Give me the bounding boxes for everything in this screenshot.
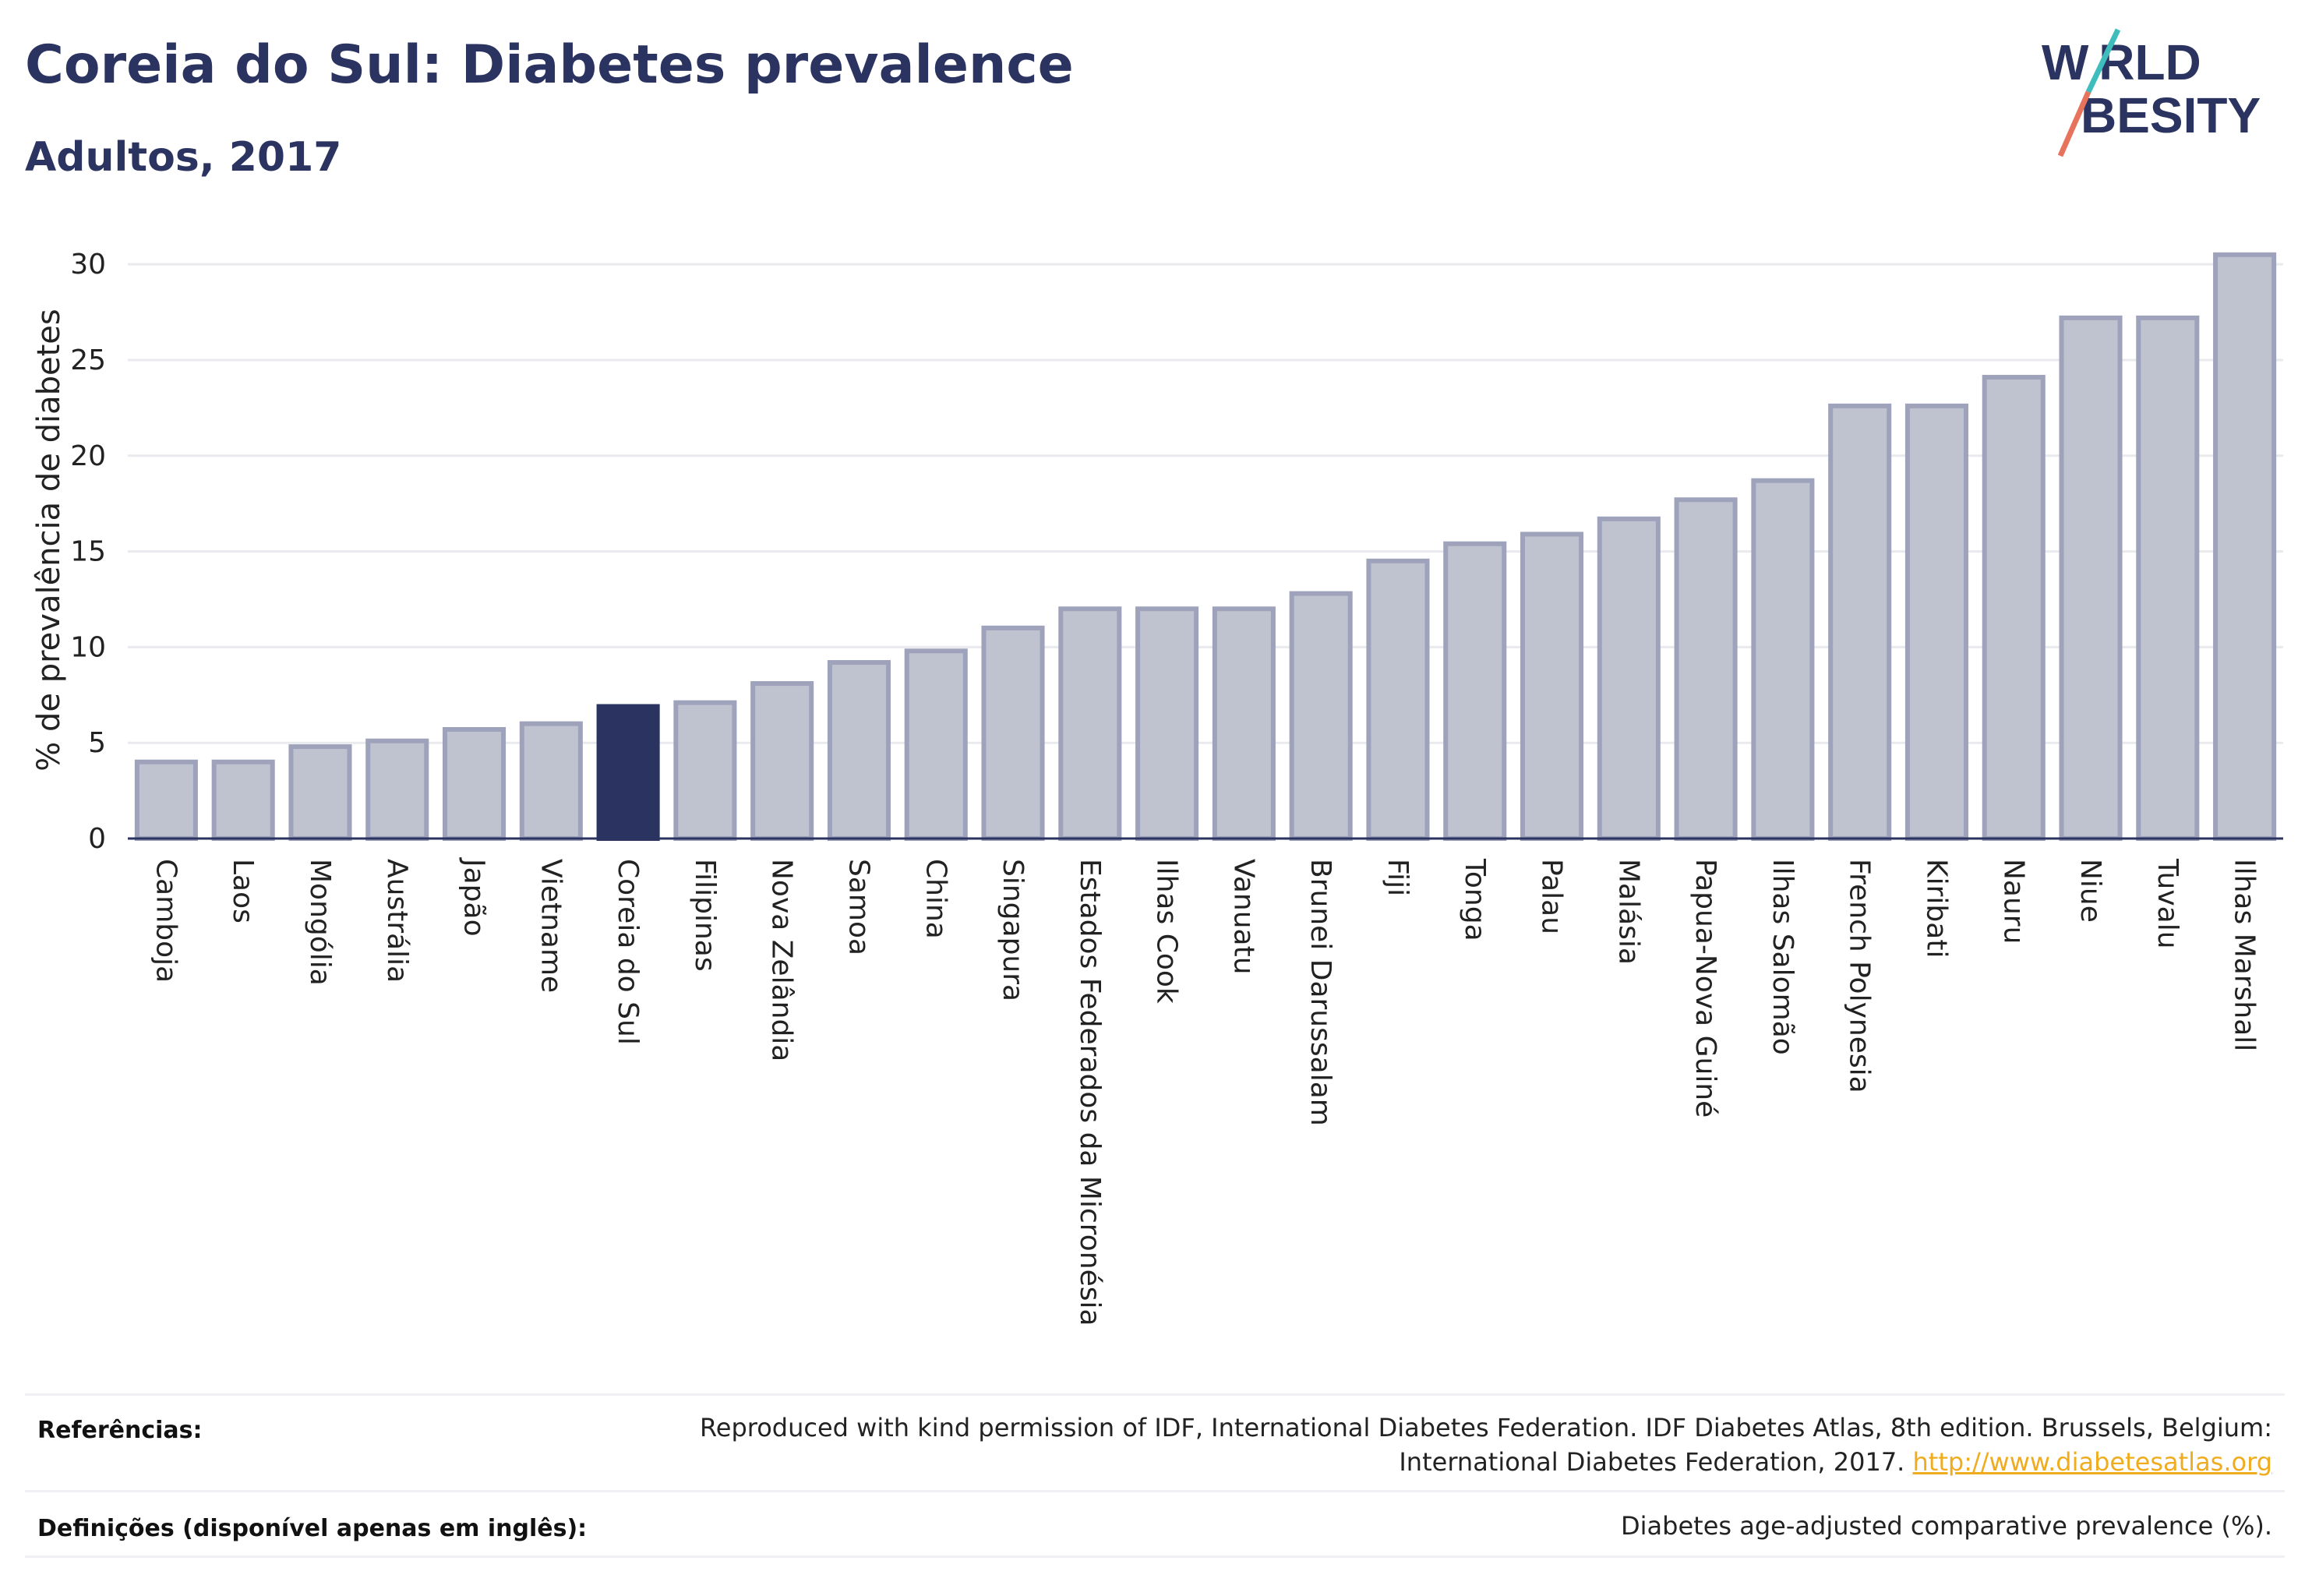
chart-title: Coreia do Sul: Diabetes prevalence [25,34,1074,96]
bar [2213,252,2277,841]
logo-slash-teal [2085,28,2121,94]
x-tick-label: Ilhas Cook [1151,859,1183,1004]
x-tick-label: Tonga [1459,858,1491,941]
x-tick-label: Ilhas Salomão [1767,859,1798,1055]
definitions-row: Definições (disponível apenas em inglês)… [25,1496,2285,1555]
bar [519,721,583,841]
x-tick-label: Nauru [1997,859,2029,944]
chart-subtitle: Adultos, 2017 [25,134,342,181]
bar [2136,315,2200,841]
x-tick-label: Coreia do Sul [612,859,644,1045]
x-tick-label: Singapura [997,859,1029,1001]
bar [365,738,429,842]
logo-slash-red [2057,90,2091,157]
references-line2: International Diabetes Federation, 2017. [1399,1447,1905,1477]
x-tick-label: Estados Federados da Micronésia [1074,859,1106,1326]
footer-divider-middle [25,1490,2285,1492]
x-tick-label: Niue [2074,859,2106,923]
y-tick-label: 20 [70,440,106,472]
x-tick-label: Vanuatu [1227,859,1259,975]
y-tick-label: 0 [88,823,106,855]
bar [1674,497,1738,842]
references-line1: Reproduced with kind permission of IDF, … [699,1413,2272,1442]
y-tick-label: 15 [70,536,106,568]
x-tick-label: Tuvalu [2151,858,2183,949]
bar [442,726,507,842]
x-tick-label: Laos [227,859,259,923]
y-tick-label: 30 [70,249,106,281]
x-tick-label: Brunei Darussalam [1304,859,1336,1126]
bar [1904,403,1969,841]
bar [134,759,198,841]
references-label: Referências: [37,1417,203,1444]
bar [981,625,1045,841]
x-tick-label: Papua-Nova Guiné [1689,859,1721,1118]
bar [1058,606,1122,841]
bar [288,744,352,841]
x-tick-label: Nova Zelândia [766,859,798,1061]
bar [827,660,891,842]
bar [1443,541,1507,841]
x-tick-label: Ilhas Marshall [2229,859,2261,1051]
x-tick-label: French Polynesia [1844,859,1876,1093]
x-tick-label: China [920,859,951,939]
logo-line2: BESITY [2081,87,2261,143]
x-tick-label: Samoa [842,859,874,955]
x-tick-label: Austrália [381,859,413,983]
footer-divider-bottom [25,1555,2285,1558]
x-tick-label: Fiji [1382,859,1414,896]
y-tick-label: 10 [70,631,106,663]
bar [1366,558,1430,841]
bar [1212,606,1276,841]
logo-line1: W RLD [2042,34,2201,90]
references-row: Referências: Reproduced with kind permis… [25,1403,2285,1490]
x-tick-label: Mongólia [304,859,336,986]
x-tick-label: Camboja [150,859,182,983]
x-tick-label: Palau [1536,859,1568,934]
bar [904,648,968,841]
bar [1597,516,1661,842]
world-obesity-logo: W RLD BESITY [2042,28,2261,157]
bar [1982,375,2046,841]
bar [750,681,814,842]
footer-divider-top [25,1393,2285,1396]
bar [1828,403,1892,841]
bar [1289,591,1353,841]
x-tick-label: Malásia [1612,859,1644,965]
bar [1751,478,1815,842]
definitions-label: Definições (disponível apenas em inglês)… [37,1515,588,1542]
references-text: Reproduced with kind permission of IDF, … [700,1411,2272,1479]
bar [1520,531,1584,841]
bar [1135,606,1199,841]
y-tick-label: 5 [88,727,106,759]
bar [673,700,737,842]
bar [2059,315,2123,841]
x-tick-label: Vietname [535,859,567,993]
x-tick-label: Japão [458,857,490,937]
bar [596,704,660,841]
y-tick-label: 25 [70,344,106,376]
x-tick-label: Kiribati [1920,859,1952,958]
definitions-text: Diabetes age-adjusted comparative preval… [1621,1511,2272,1541]
y-axis-label: % de prevalência de diabetes [31,309,67,771]
x-tick-label: Filipinas [689,859,721,972]
references-link[interactable]: http://www.diabetesatlas.org [1912,1447,2272,1477]
bar [211,759,275,841]
bar-chart: 0 5 10 15 20 25 30% de prevalência de diabetes… [31,249,2283,1326]
